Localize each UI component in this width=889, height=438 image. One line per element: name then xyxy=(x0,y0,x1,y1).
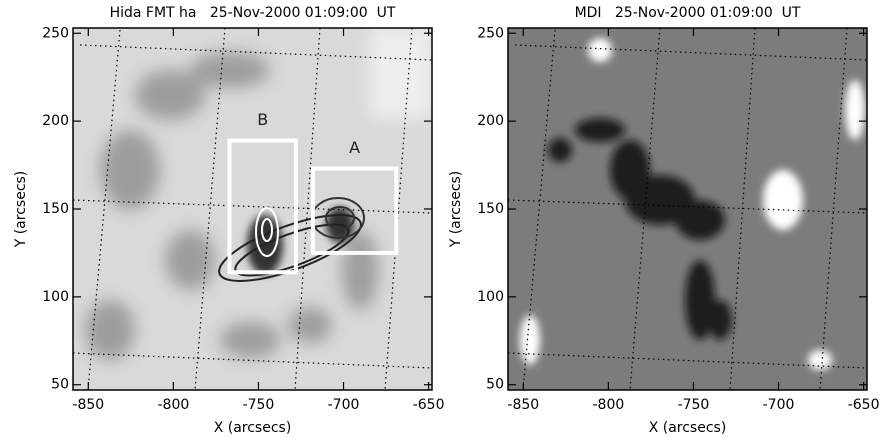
halpha-image xyxy=(73,28,432,390)
x-tick-label: -750 xyxy=(243,397,275,413)
y-tick-label: 200 xyxy=(477,113,504,129)
y-tick-label: 100 xyxy=(42,289,69,305)
x-tick-label: -700 xyxy=(328,397,360,413)
y-tick-label: 150 xyxy=(42,201,69,217)
y-axis-label: Y (arcsecs) xyxy=(13,171,29,249)
region-label: B xyxy=(257,110,268,129)
x-tick-label: -850 xyxy=(507,397,539,413)
y-tick-label: 50 xyxy=(51,377,69,393)
y-tick-label: 250 xyxy=(42,25,69,41)
y-tick-label: 100 xyxy=(477,289,504,305)
chart-title: Hida FMT ha 25-Nov-2000 01:09:00 UT xyxy=(110,5,396,21)
chart-title: MDI 25-Nov-2000 01:09:00 UT xyxy=(575,5,801,21)
x-tick-label: -750 xyxy=(678,397,710,413)
y-tick-label: 250 xyxy=(477,25,504,41)
y-axis-label: Y (arcsecs) xyxy=(448,171,464,249)
x-axis-label: X (arcsecs) xyxy=(214,420,292,436)
x-tick-label: -800 xyxy=(592,397,624,413)
x-tick-label: -800 xyxy=(157,397,189,413)
region-box xyxy=(227,138,298,275)
mdi-image xyxy=(508,28,867,390)
x-tick-label: -850 xyxy=(72,397,104,413)
region-box xyxy=(310,166,399,255)
x-tick-label: -650 xyxy=(413,397,445,413)
y-tick-label: 200 xyxy=(42,113,69,129)
coordinate-grid xyxy=(72,27,868,391)
x-tick-label: -700 xyxy=(763,397,795,413)
x-axis-label: X (arcsecs) xyxy=(649,420,727,436)
y-tick-label: 50 xyxy=(486,377,504,393)
x-tick-label: -650 xyxy=(848,397,880,413)
y-tick-label: 150 xyxy=(477,201,504,217)
region-label: A xyxy=(349,138,360,157)
